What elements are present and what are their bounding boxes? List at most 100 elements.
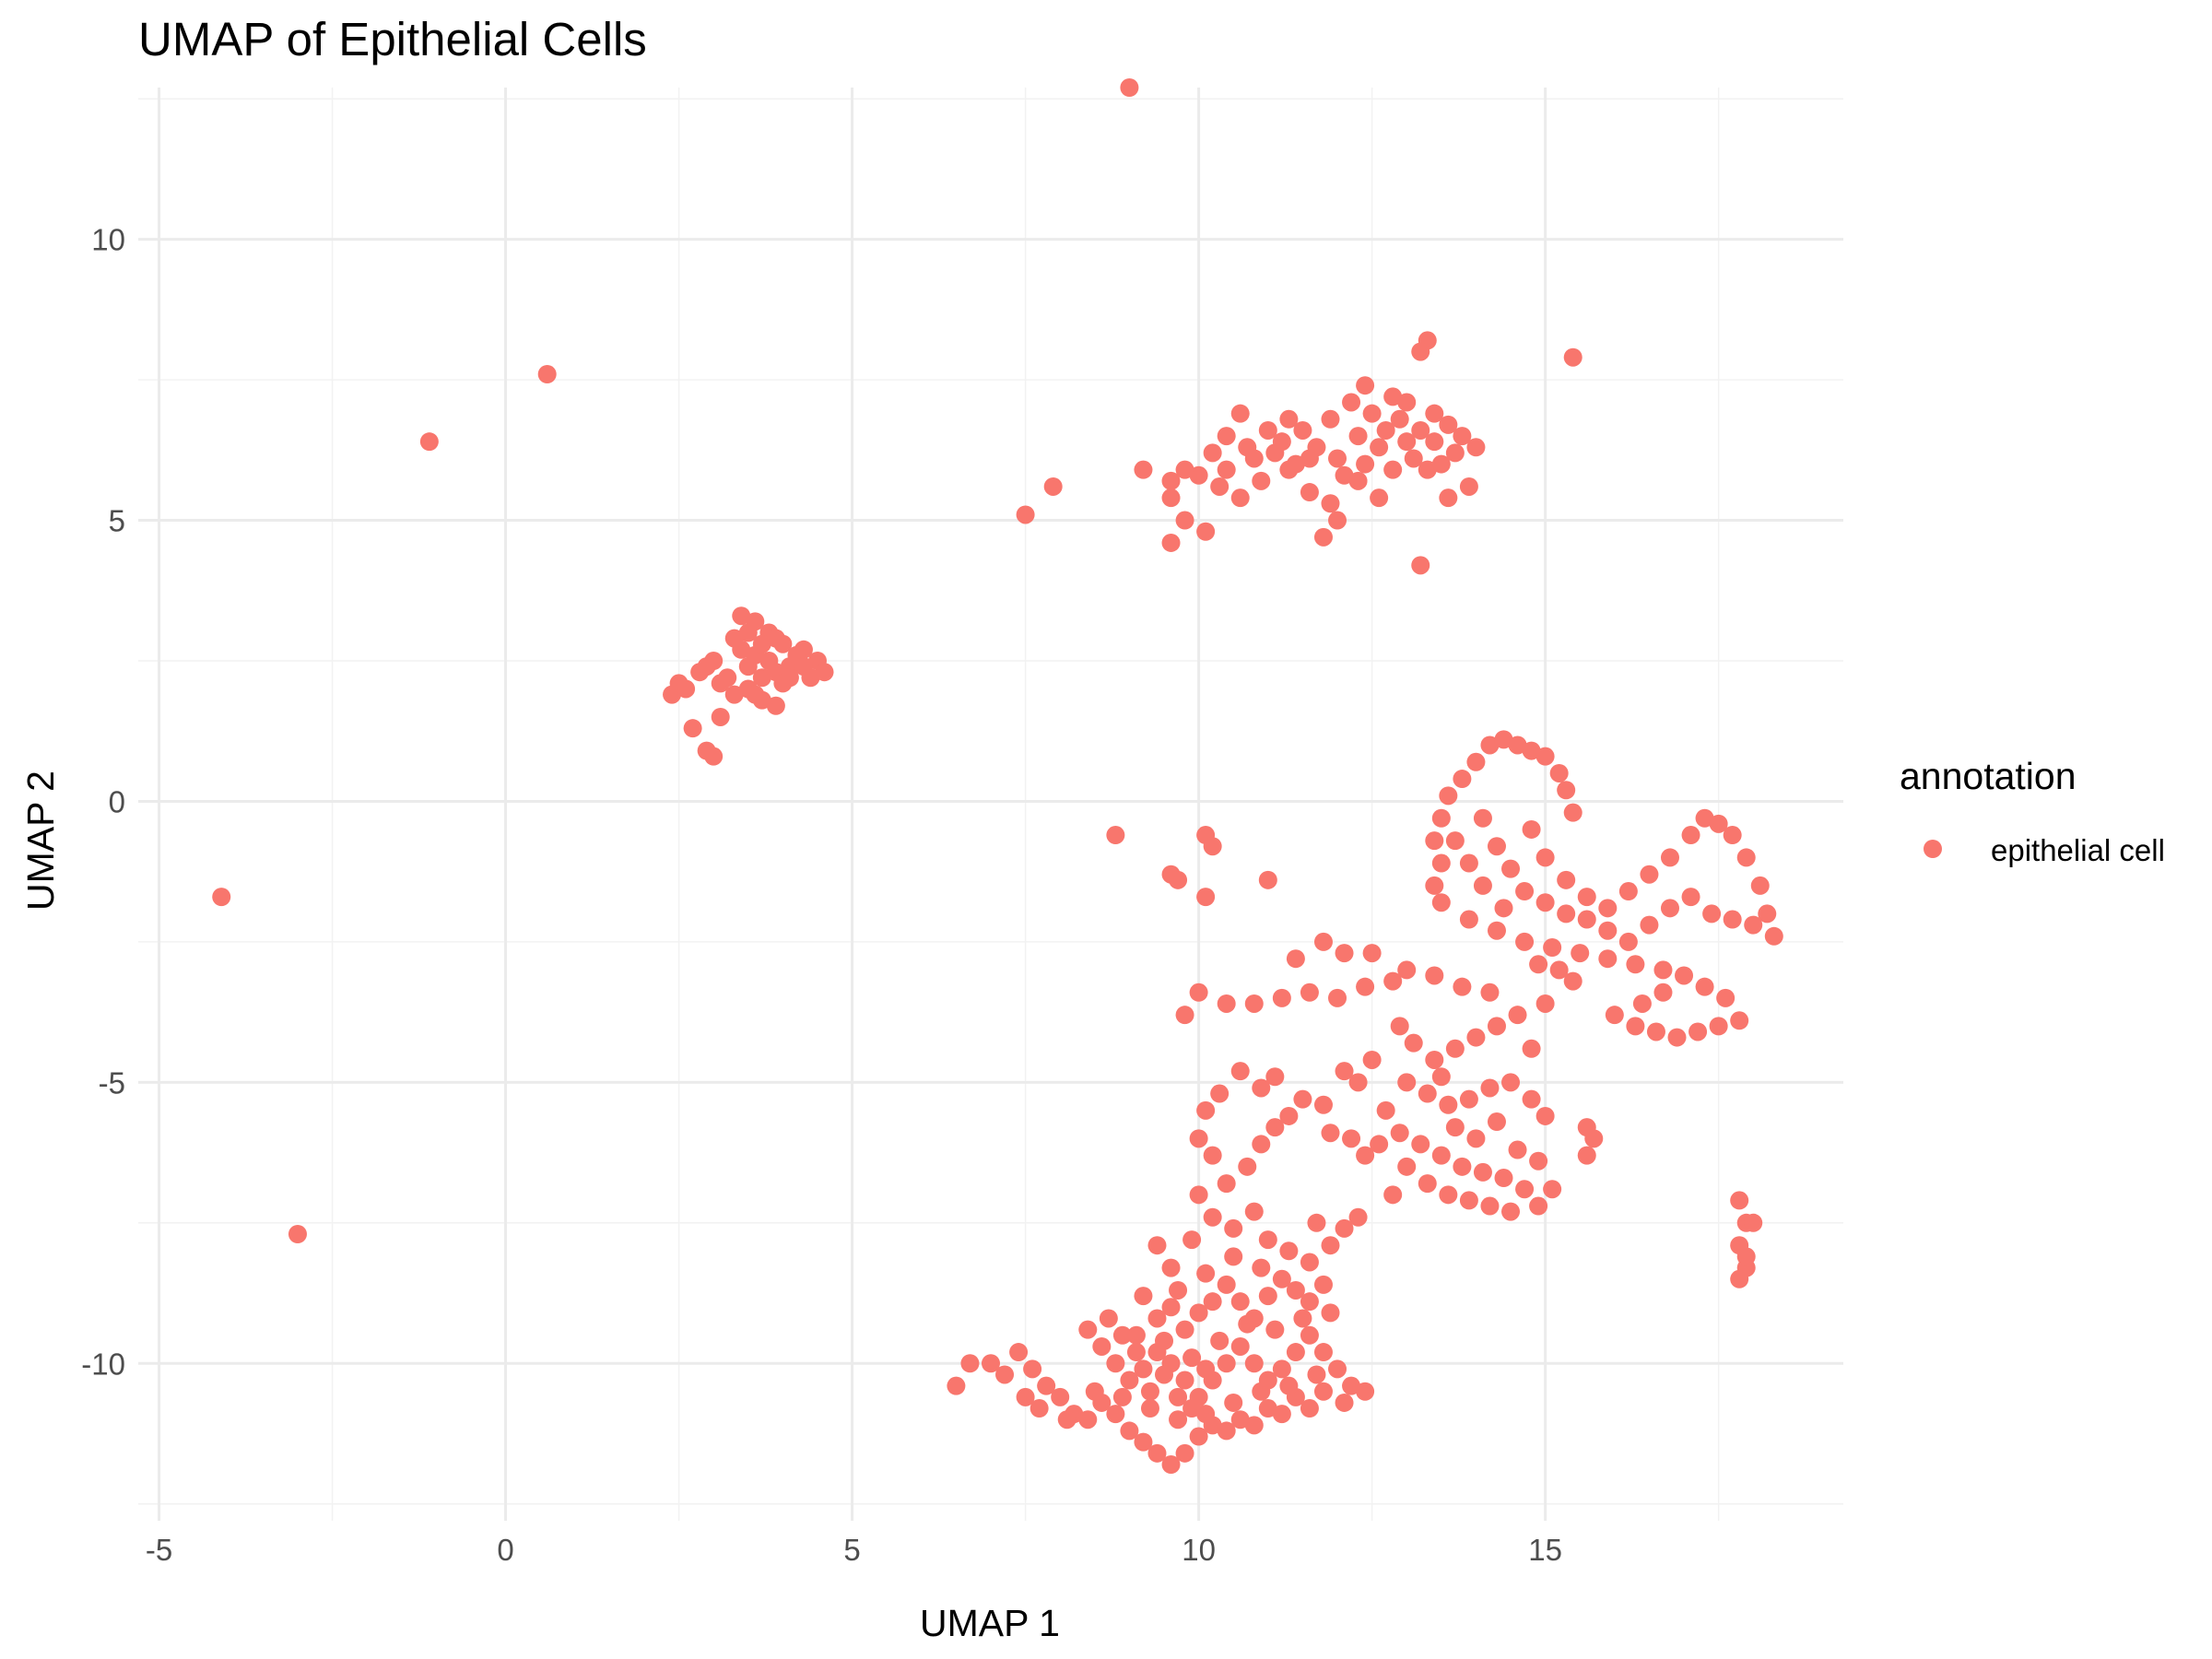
data-point — [1681, 826, 1700, 845]
data-point — [1175, 1320, 1194, 1339]
data-point — [1106, 826, 1125, 845]
data-point — [1189, 1129, 1208, 1148]
data-point — [1445, 443, 1465, 463]
data-point — [1313, 1343, 1333, 1362]
data-point — [1370, 438, 1389, 457]
data-point — [1217, 1354, 1236, 1373]
data-point — [1244, 1354, 1264, 1373]
data-point — [1744, 915, 1763, 935]
data-point — [1252, 1135, 1271, 1154]
data-point — [1626, 1017, 1645, 1036]
data-point — [746, 685, 765, 704]
data-point — [711, 674, 730, 693]
data-point — [697, 657, 716, 677]
data-point — [1487, 921, 1506, 940]
data-point — [1370, 1135, 1389, 1154]
data-point — [1230, 1336, 1250, 1356]
y-tick-label: 5 — [109, 504, 125, 538]
data-point — [1563, 347, 1583, 367]
data-point — [1161, 471, 1181, 490]
chart-title: UMAP of Epithelial Cells — [138, 13, 647, 65]
data-point — [1126, 1343, 1146, 1362]
y-tick-label: -5 — [99, 1065, 125, 1100]
data-point — [1543, 938, 1562, 957]
data-point — [1230, 1410, 1250, 1430]
data-point — [1279, 1376, 1299, 1395]
data-point — [1265, 1067, 1285, 1087]
data-point — [1376, 1100, 1395, 1120]
data-point — [1709, 814, 1728, 833]
data-point — [1397, 432, 1417, 452]
data-point — [1439, 786, 1458, 806]
data-point — [1640, 915, 1659, 935]
data-point — [1473, 1162, 1492, 1182]
data-point — [1134, 1359, 1153, 1379]
data-point — [1203, 443, 1222, 463]
data-point — [1293, 1309, 1312, 1328]
data-point — [1217, 460, 1236, 479]
data-point — [1258, 1287, 1277, 1306]
data-point — [1529, 1196, 1548, 1216]
y-tick-label: 0 — [109, 784, 125, 818]
data-point — [947, 1376, 966, 1395]
data-point — [1140, 1382, 1159, 1401]
data-point — [1356, 1382, 1375, 1401]
data-point — [1189, 1427, 1208, 1446]
data-point — [1182, 1399, 1202, 1418]
data-point — [1230, 1292, 1250, 1312]
data-point — [1210, 1084, 1230, 1103]
data-point — [1016, 505, 1035, 524]
data-point — [1335, 1393, 1354, 1412]
data-point — [1043, 477, 1063, 496]
data-point — [738, 623, 758, 642]
x-tick-label: 15 — [1528, 1533, 1562, 1567]
data-point — [1515, 932, 1535, 951]
data-point — [1161, 1455, 1181, 1475]
data-point — [1217, 994, 1236, 1013]
data-point — [1342, 393, 1361, 412]
data-point — [1252, 1382, 1271, 1401]
data-point — [1203, 1292, 1222, 1312]
data-point — [1293, 420, 1312, 440]
data-point — [1238, 438, 1257, 457]
data-point — [1321, 494, 1340, 513]
data-point — [1085, 1382, 1104, 1401]
data-point — [1328, 988, 1347, 1007]
data-point — [1348, 1073, 1368, 1092]
data-point — [1286, 1343, 1305, 1362]
data-point — [1120, 1421, 1139, 1441]
data-point — [1356, 376, 1375, 395]
data-point — [1217, 1174, 1236, 1194]
data-point — [1279, 409, 1299, 429]
data-point — [1300, 1325, 1319, 1345]
data-point — [1626, 955, 1645, 974]
data-point — [1750, 876, 1770, 895]
data-point — [1161, 1298, 1181, 1317]
data-point — [1009, 1343, 1029, 1362]
x-tick-label: 5 — [843, 1533, 860, 1567]
data-point — [683, 719, 702, 738]
data-point — [1348, 427, 1368, 446]
data-point — [1120, 1371, 1139, 1390]
data-point — [1563, 971, 1583, 991]
data-point — [1445, 1118, 1465, 1137]
data-point — [1487, 1112, 1506, 1132]
data-point — [1411, 556, 1430, 575]
data-point — [1356, 454, 1375, 474]
data-point — [1383, 387, 1403, 406]
x-axis-title: UMAP 1 — [920, 1602, 1060, 1644]
data-point — [1189, 982, 1208, 1002]
data-point — [752, 668, 771, 688]
data-point — [1126, 1325, 1146, 1345]
data-point — [1418, 1084, 1437, 1103]
data-point — [1238, 1314, 1257, 1334]
data-point — [1321, 1303, 1340, 1323]
data-point — [1383, 1185, 1403, 1205]
data-point — [1675, 966, 1694, 985]
data-point — [1300, 449, 1319, 468]
data-point — [1431, 893, 1451, 912]
data-point — [1758, 904, 1777, 924]
data-point — [1439, 488, 1458, 508]
data-point — [1453, 1157, 1472, 1176]
data-point — [1397, 1157, 1417, 1176]
